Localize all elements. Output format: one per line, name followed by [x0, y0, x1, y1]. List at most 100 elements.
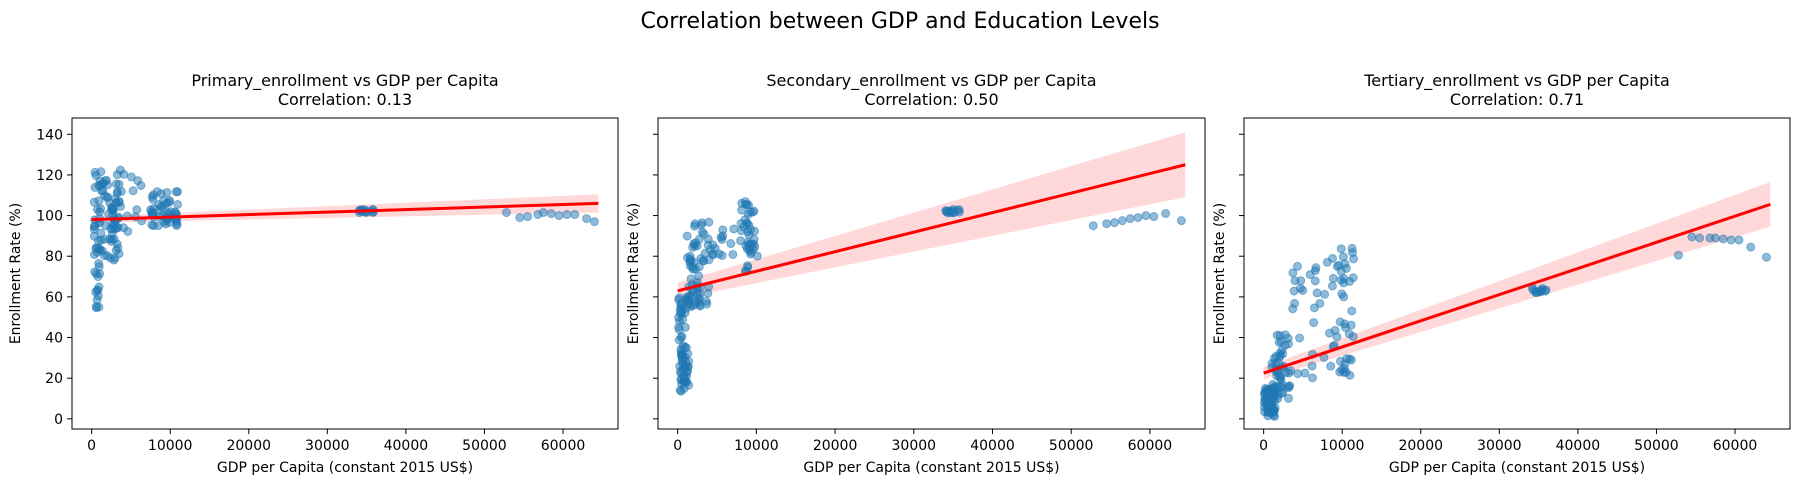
scatter-point [694, 234, 704, 244]
scatter-point [1277, 388, 1287, 398]
scatter-point [1088, 221, 1098, 231]
scatter-point [89, 197, 99, 207]
chart-panel-1: Primary_enrollment vs GDP per CapitaCorr… [8, 71, 619, 476]
panel-correlation: Correlation: 0.71 [1450, 90, 1584, 109]
scatter-point [1322, 257, 1332, 267]
scatter-point [523, 212, 533, 222]
confidence-band [677, 132, 1186, 299]
scatter-point [1335, 356, 1345, 366]
x-tick-label: 60000 [1128, 438, 1173, 454]
scatter-point [128, 186, 138, 196]
x-tick-label: 30000 [305, 438, 350, 454]
y-axis-label: Enrollment Rate (%) [626, 203, 642, 344]
regression-line [1263, 202, 1771, 375]
chart-panels: Primary_enrollment vs GDP per Capita Corr… [8, 71, 1791, 476]
scatter-point [1348, 248, 1358, 258]
panel-title: Tertiary_enrollment vs GDP per Capita [1363, 71, 1670, 91]
x-tick-label: 50000 [1634, 438, 1679, 454]
scatter-point [1149, 212, 1159, 222]
scatter-point [546, 209, 556, 219]
x-axis-label: GDP per Capita (constant 2015 US$) [1389, 460, 1645, 476]
scatter-point [113, 243, 123, 253]
scatter-point [1340, 322, 1350, 332]
scatter-point [1718, 234, 1728, 244]
scatter-point [152, 187, 162, 197]
scatter-point [171, 187, 181, 197]
axes-frame [1243, 117, 1791, 430]
scatter-point [749, 234, 759, 244]
scatter-point [1307, 373, 1317, 383]
scatter-point [1288, 304, 1298, 314]
scatter-point [726, 239, 736, 249]
scatter-point [1312, 288, 1322, 298]
y-tick-label: 120 [36, 168, 63, 184]
scatter-point [1336, 244, 1346, 254]
x-tick-label: 20000 [813, 438, 858, 454]
scatter-point [91, 303, 101, 313]
scatter-point [93, 291, 103, 301]
scatter-point [112, 198, 122, 208]
x-tick-label: 10000 [148, 438, 193, 454]
x-tick-label: 60000 [1713, 438, 1758, 454]
scatter-point [1326, 361, 1336, 371]
y-tick-label: 0 [54, 412, 63, 428]
scatter-point [172, 219, 182, 229]
panel-correlation: Correlation: 0.50 [864, 90, 998, 109]
scatter-point [1295, 283, 1305, 293]
scatter-point [115, 165, 125, 175]
scatter-point [676, 333, 686, 343]
y-tick-label: 40 [45, 331, 63, 347]
scatter-point [739, 222, 749, 232]
scatter-point [1284, 383, 1294, 393]
scatter-point [716, 232, 726, 242]
scatter-point [1284, 393, 1294, 403]
y-axis-label: Enrollment Rate (%) [8, 203, 24, 344]
scatter-point [554, 211, 564, 221]
scatter-point [743, 262, 753, 272]
scatter-point [680, 342, 690, 352]
scatter-point [705, 245, 715, 255]
scatter-point [1125, 214, 1135, 224]
scatter-point [704, 217, 714, 227]
scatter-point [1161, 209, 1171, 219]
x-axis-label: GDP per Capita (constant 2015 US$) [803, 460, 1059, 476]
scatter-point [1347, 306, 1357, 316]
scatter-point [1328, 273, 1338, 283]
scatter-point [1345, 370, 1355, 380]
y-tick-label: 80 [45, 249, 63, 265]
scatter-point [1726, 235, 1736, 245]
scatter-point [674, 325, 684, 335]
scatter-point [102, 251, 112, 261]
scatter-point [98, 186, 108, 196]
axes-frame [657, 117, 1206, 430]
plot-area [1259, 182, 1771, 421]
scatter-point [1280, 340, 1290, 350]
scatter-point [1310, 276, 1320, 286]
scatter-point [684, 356, 694, 366]
scatter-point [1276, 371, 1286, 381]
scatter-point [1327, 281, 1337, 291]
scatter-point [1339, 364, 1349, 374]
scatter-point [1176, 216, 1186, 226]
panel-title: Primary_enrollment vs GDP per Capita [191, 71, 498, 91]
scatter-point [674, 312, 684, 322]
scatter-point [1344, 354, 1354, 364]
x-tick-label: 20000 [1398, 438, 1443, 454]
scatter-point [1309, 318, 1319, 328]
x-tick-label: 10000 [734, 438, 779, 454]
scatter-point [1673, 250, 1683, 260]
scatter-point [703, 288, 713, 298]
scatter-point [750, 242, 760, 252]
scatter-point [1292, 261, 1302, 271]
scatter-point [1117, 216, 1127, 226]
scatter-point [737, 205, 747, 215]
scatter-point [1334, 260, 1344, 270]
scatter-point [954, 205, 964, 215]
x-tick-label: 50000 [462, 438, 507, 454]
scatter-point [1109, 218, 1119, 228]
scatter-point [694, 271, 704, 281]
x-tick-label: 40000 [1556, 438, 1601, 454]
chart-panel-2: Secondary_enrollment vs GDP per CapitaCo… [626, 71, 1206, 476]
scatter-point [90, 267, 100, 277]
